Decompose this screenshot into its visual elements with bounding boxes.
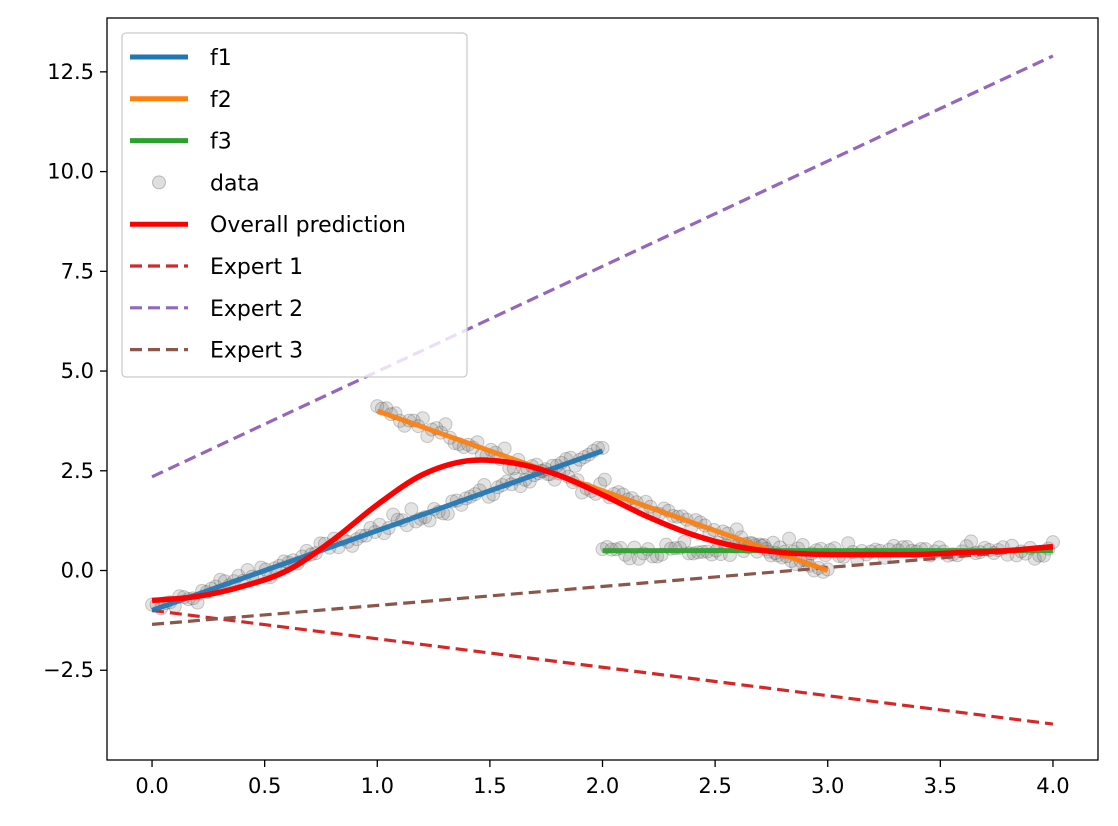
x-tick-label: 0.5 bbox=[248, 774, 281, 798]
x-tick-label: 2.5 bbox=[698, 774, 731, 798]
legend-label-f2: f2 bbox=[210, 88, 232, 113]
y-tick-label: −2.5 bbox=[43, 658, 94, 682]
series-line-expert-2 bbox=[151, 54, 1054, 479]
data-point bbox=[964, 534, 979, 549]
x-tick-label: 1.5 bbox=[473, 774, 506, 798]
series-line-f1 bbox=[151, 448, 604, 613]
legend-label-f3: f3 bbox=[210, 130, 232, 155]
data-point bbox=[677, 534, 692, 549]
data-point bbox=[404, 502, 419, 517]
legend-label-f1: f1 bbox=[210, 46, 232, 71]
y-tick-label: 2.5 bbox=[61, 459, 94, 483]
x-tick-label: 1.0 bbox=[361, 774, 394, 798]
legend-label-overall-prediction: Overall prediction bbox=[210, 213, 406, 238]
x-axis: 0.0 0.5 1.0 1.5 2.0 2.5 3.0 3.5 4.0 bbox=[135, 760, 1070, 798]
x-tick-label: 2.0 bbox=[586, 774, 619, 798]
data-point bbox=[415, 411, 430, 426]
series-line-expert-3 bbox=[151, 546, 1054, 626]
y-tick-label: 7.5 bbox=[61, 259, 94, 283]
data-point bbox=[782, 531, 797, 546]
legend-label-expert-3: Expert 3 bbox=[210, 339, 303, 364]
y-tick-label: 12.5 bbox=[47, 60, 94, 84]
legend-label-expert-1: Expert 1 bbox=[210, 255, 303, 280]
legend-marker-data bbox=[152, 175, 166, 190]
y-tick-label: 0.0 bbox=[61, 559, 94, 583]
y-axis: −2.5 0.0 2.5 5.0 7.5 10.0 12.5 bbox=[43, 60, 107, 682]
x-tick-label: 3.0 bbox=[811, 774, 844, 798]
series-line-expert-1 bbox=[151, 608, 1054, 726]
x-tick-label: 0.0 bbox=[135, 774, 168, 798]
data-point bbox=[597, 472, 612, 487]
legend-box bbox=[121, 32, 468, 378]
data-point bbox=[438, 417, 453, 432]
x-tick-label: 4.0 bbox=[1036, 774, 1069, 798]
y-tick-label: 5.0 bbox=[61, 359, 94, 383]
legend: f1 f2 f3 data Overall prediction Expert 1 Expe… bbox=[121, 32, 468, 378]
y-tick-label: 10.0 bbox=[47, 160, 94, 184]
plot-series bbox=[151, 54, 1054, 726]
legend-label-expert-2: Expert 2 bbox=[210, 297, 303, 322]
x-tick-label: 3.5 bbox=[924, 774, 957, 798]
legend-label-data: data bbox=[210, 171, 260, 196]
series-line-f2 bbox=[376, 408, 829, 573]
series-line-overall-prediction bbox=[151, 457, 1054, 604]
data-point bbox=[386, 507, 401, 522]
